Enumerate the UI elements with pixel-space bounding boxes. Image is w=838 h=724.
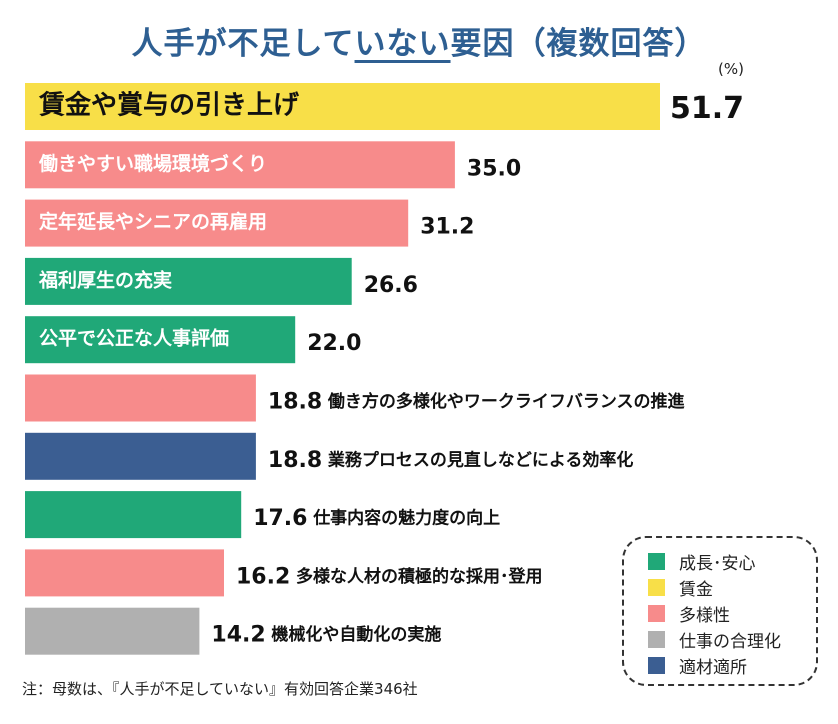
value-label-0: 51.7 — [670, 91, 744, 126]
value-label-5: 18.8 — [268, 390, 322, 415]
category-label-4: 公平で公正な人事評価 — [39, 327, 229, 350]
category-label-7: 仕事内容の魅力度の向上 — [312, 508, 500, 529]
category-label-3: 福利厚生の充実 — [38, 268, 172, 291]
value-label-8: 16.2 — [236, 564, 290, 589]
value-label-9: 14.2 — [211, 623, 265, 648]
legend-label: 適材適所 — [679, 657, 747, 678]
bar-5 — [25, 374, 256, 422]
bar-3 — [25, 257, 352, 305]
value-label-6: 18.8 — [268, 448, 322, 473]
bar-7 — [25, 491, 242, 539]
legend-label: 賃金 — [679, 579, 713, 600]
bar-4 — [25, 316, 296, 364]
legend-swatch — [648, 656, 665, 674]
value-label-7: 17.6 — [253, 506, 307, 531]
legend-swatch — [648, 630, 665, 648]
value-label-1: 35.0 — [467, 156, 521, 181]
bar-8 — [25, 549, 224, 597]
category-label-1: 働きやすい職場環境づくり — [38, 152, 267, 175]
legend-swatch — [648, 604, 665, 622]
bar-2 — [25, 199, 409, 247]
title-part-2: 要因（複数回答） — [450, 26, 707, 62]
category-label-2: 定年延長やシニアの再雇用 — [39, 210, 267, 233]
category-label-9: 機械化や自動化の実施 — [271, 624, 441, 645]
legend-item-diversity: 多様性 — [648, 600, 816, 626]
unit-label: (%) — [718, 60, 744, 78]
legend-item-placement: 適材適所 — [648, 652, 816, 678]
category-label-8: 多様な人材の積極的な採用･登用 — [296, 566, 543, 587]
legend-item-wage: 賃金 — [648, 574, 816, 600]
legend-swatch — [648, 552, 665, 570]
legend-item-growth: 成長･安心 — [648, 548, 816, 574]
value-label-4: 22.0 — [307, 331, 361, 356]
bar-1 — [25, 141, 455, 189]
value-label-3: 26.6 — [364, 273, 418, 298]
bar-9 — [25, 607, 200, 655]
category-label-5: 働き方の多様化やワークライフバランスの推進 — [327, 391, 685, 412]
chart-title: 人手が不足していない要因（複数回答） — [0, 18, 838, 63]
legend: 成長･安心賃金多様性仕事の合理化 適材適所 — [622, 536, 818, 686]
bar-0 — [25, 83, 660, 130]
value-label-2: 31.2 — [420, 215, 474, 240]
category-label-0: 賃金や賞与の引き上げ — [38, 90, 300, 121]
legend-label: 成長･安心 — [679, 553, 756, 574]
legend-label: 多様性 — [679, 605, 730, 626]
bar-6 — [25, 432, 256, 480]
legend-label: 仕事の合理化 — [679, 631, 781, 652]
legend-item-rationalization: 仕事の合理化 — [648, 626, 816, 652]
legend-swatch — [648, 578, 665, 596]
title-underlined-part: いない — [354, 26, 451, 62]
category-label-6: 業務プロセスの見直しなどによる効率化 — [328, 449, 634, 470]
title-part-1: 人手が不足して — [131, 26, 355, 62]
footnote: 注：母数は、『人手が不足していない』有効回答企業346社 — [22, 680, 418, 698]
